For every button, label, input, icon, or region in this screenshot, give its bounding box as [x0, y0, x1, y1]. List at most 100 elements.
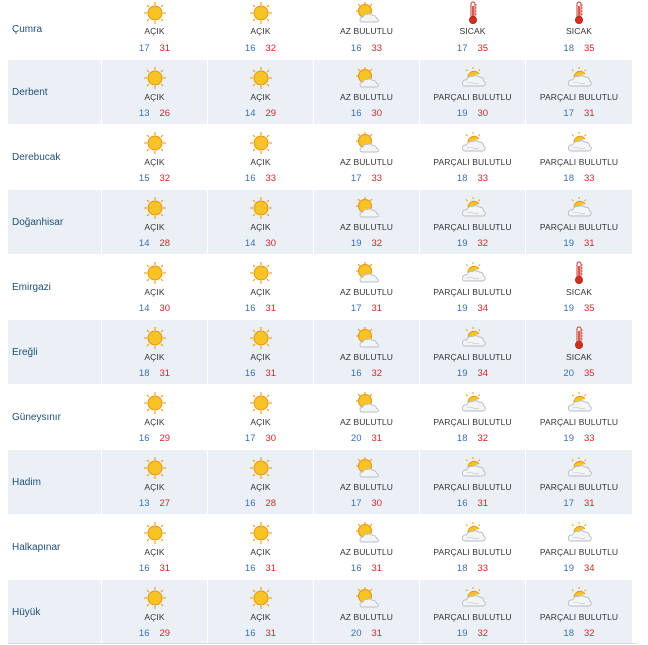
temp-min: 15 [138, 173, 150, 184]
partly-cloudy-icon [566, 131, 592, 155]
temp-min: 19 [563, 563, 574, 574]
temps: 16 30 [314, 108, 419, 119]
forecast-row: Emirgazi AÇIK 14 30 AÇIK 16 31 AZ BULUTLU 17 31 PA… [8, 255, 644, 320]
temps: 18 33 [420, 173, 525, 184]
weather-desc: PARÇALI BULUTLU [539, 222, 619, 232]
temp-max: 33 [584, 433, 595, 444]
temps: 16 32 [314, 368, 419, 379]
city-name[interactable]: Doğanhisar [8, 190, 102, 254]
temp-max: 34 [477, 303, 489, 314]
weather-desc: AÇIK [250, 26, 271, 36]
day-cell: PARÇALI BULUTLU 18 33 [420, 515, 526, 579]
temp-min: 16 [244, 43, 256, 54]
temp-min: 20 [350, 628, 362, 639]
city-name[interactable]: Çumra [8, 0, 102, 59]
city-name[interactable]: Hadim [8, 450, 102, 514]
temps: 16 32 [208, 43, 313, 54]
sun-cloud-icon [354, 66, 380, 90]
temp-min: 16 [456, 498, 468, 509]
partly-cloudy-icon [460, 586, 486, 610]
weather-desc: AÇIK [144, 547, 165, 557]
temp-max: 31 [371, 433, 383, 444]
day-cell: AÇIK 15 32 [102, 125, 208, 189]
forecast-row: Hüyük AÇIK 16 29 AÇIK 16 31 AZ BULUTLU 20 31 PARÇA… [8, 580, 644, 645]
forecast-row: Çumra AÇIK 17 31 AÇIK 16 32 AZ BULUTLU 16 33 S… [8, 0, 644, 60]
weather-desc: PARÇALI BULUTLU [433, 92, 512, 102]
forecast-table: Çumra AÇIK 17 31 AÇIK 16 32 AZ BULUTLU 16 33 S… [8, 0, 644, 645]
temp-max: 31 [159, 563, 171, 574]
temps: 14 30 [102, 303, 207, 314]
temp-min: 19 [456, 628, 468, 639]
day-cell: AZ BULUTLU 16 33 [314, 0, 420, 59]
temp-max: 34 [584, 563, 595, 574]
temps: 16 33 [208, 173, 313, 184]
city-name[interactable]: Güneysınır [8, 385, 102, 449]
day-cell: AÇIK 16 28 [208, 450, 314, 514]
temp-min: 18 [456, 173, 468, 184]
weather-desc: AZ BULUTLU [340, 26, 393, 36]
temp-min: 18 [563, 173, 574, 184]
temps: 16 31 [208, 628, 313, 639]
temp-min: 16 [244, 498, 256, 509]
sun-icon [142, 521, 168, 545]
temp-min: 14 [244, 238, 256, 249]
temps: 16 29 [102, 628, 207, 639]
temp-min: 16 [350, 43, 362, 54]
temp-min: 16 [244, 563, 256, 574]
temp-max: 33 [584, 173, 595, 184]
sun-cloud-icon [354, 521, 380, 545]
forecast-row: Derbent AÇIK 13 26 AÇIK 14 29 AZ BULUTLU 16 30 PAR… [8, 60, 644, 125]
temp-min: 13 [138, 498, 150, 509]
city-name[interactable]: Ereğli [8, 320, 102, 384]
temp-max: 32 [371, 238, 383, 249]
day-cell: AÇIK 16 32 [208, 0, 314, 59]
temps: 19 32 [420, 628, 525, 639]
day-cell: PARÇALI BULUTLU 16 31 [420, 450, 526, 514]
city-name[interactable]: Halkapınar [8, 515, 102, 579]
temps: 13 26 [102, 108, 207, 119]
temp-max: 29 [159, 433, 171, 444]
partly-cloudy-icon [566, 586, 592, 610]
temp-max: 30 [265, 433, 277, 444]
city-name[interactable]: Hüyük [8, 580, 102, 644]
sun-icon [248, 131, 274, 155]
weather-desc: AÇIK [250, 287, 271, 297]
temp-min: 20 [350, 433, 362, 444]
day-cell: PARÇALI BULUTLU 19 34 [420, 255, 526, 319]
temp-max: 31 [159, 43, 171, 54]
weather-desc: AZ BULUTLU [340, 222, 393, 232]
day-cell: PARÇALI BULUTLU 17 31 [526, 450, 632, 514]
sun-icon [142, 66, 168, 90]
day-cell: AÇIK 13 27 [102, 450, 208, 514]
weather-desc: AÇIK [144, 157, 165, 167]
temp-min: 16 [350, 368, 362, 379]
temp-min: 18 [138, 368, 150, 379]
temp-max: 32 [477, 433, 489, 444]
temp-max: 28 [159, 238, 171, 249]
temp-min: 16 [244, 303, 256, 314]
city-name[interactable]: Derebucak [8, 125, 102, 189]
forecast-row: Derebucak AÇIK 15 32 AÇIK 16 33 AZ BULUTLU 17 33 P… [8, 125, 644, 190]
sun-cloud-icon [354, 1, 380, 25]
weather-desc: PARÇALI BULUTLU [433, 157, 512, 167]
sun-icon [142, 1, 168, 25]
weather-desc: SICAK [565, 26, 592, 36]
weather-desc: AÇIK [144, 222, 165, 232]
temp-max: 30 [371, 108, 383, 119]
day-cell: AÇIK 16 31 [102, 515, 208, 579]
temps: 15 32 [102, 173, 207, 184]
temp-min: 14 [244, 108, 256, 119]
city-name[interactable]: Derbent [8, 60, 102, 124]
day-cell: PARÇALI BULUTLU 18 32 [526, 580, 632, 644]
city-name[interactable]: Emirgazi [8, 255, 102, 319]
temp-min: 19 [456, 238, 468, 249]
partly-cloudy-icon [460, 131, 486, 155]
weather-desc: AÇIK [250, 352, 271, 362]
weather-desc: AÇIK [250, 417, 271, 427]
temp-max: 32 [159, 173, 171, 184]
weather-desc: PARÇALI BULUTLU [539, 482, 619, 492]
day-cell: AZ BULUTLU 16 31 [314, 515, 420, 579]
weather-desc: PARÇALI BULUTLU [433, 222, 512, 232]
temps: 17 31 [102, 43, 207, 54]
temp-max: 32 [371, 368, 383, 379]
